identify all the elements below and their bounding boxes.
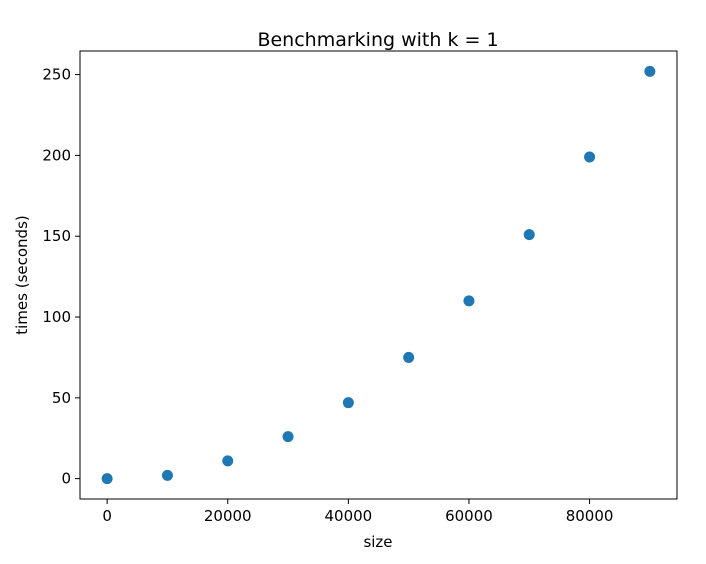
- plot-frame: [79, 50, 678, 500]
- x-tick-label: 20000: [204, 507, 252, 525]
- y-tick-label: 50: [52, 389, 71, 407]
- x-tick-label: 80000: [566, 507, 614, 525]
- data-point: [282, 431, 294, 443]
- y-axis-ticks: 0 50 100 150 200 250: [42, 66, 80, 488]
- data-point: [523, 229, 535, 241]
- data-point: [463, 295, 475, 307]
- x-tick-label: 60000: [445, 507, 493, 525]
- data-point: [222, 455, 234, 467]
- data-point: [584, 151, 596, 163]
- scatter-points: [101, 65, 656, 485]
- x-axis-label: size: [363, 533, 392, 551]
- data-point: [644, 65, 656, 77]
- data-point: [342, 397, 354, 409]
- chart-title: Benchmarking with k = 1: [257, 29, 498, 51]
- data-point: [403, 351, 415, 363]
- x-tick-label: 40000: [324, 507, 372, 525]
- y-tick-label: 250: [42, 66, 71, 84]
- plot-area: [80, 51, 677, 499]
- y-tick-label: 0: [61, 470, 71, 488]
- x-axis-ticks: 0 20000 40000 60000 80000: [102, 499, 613, 525]
- y-tick-label: 200: [42, 146, 71, 164]
- y-axis-label: times (seconds): [13, 215, 31, 335]
- data-point: [161, 469, 173, 481]
- y-tick-label: 100: [42, 308, 71, 326]
- y-tick-label: 150: [42, 227, 71, 245]
- data-point: [101, 473, 113, 485]
- x-tick-label: 0: [102, 507, 112, 525]
